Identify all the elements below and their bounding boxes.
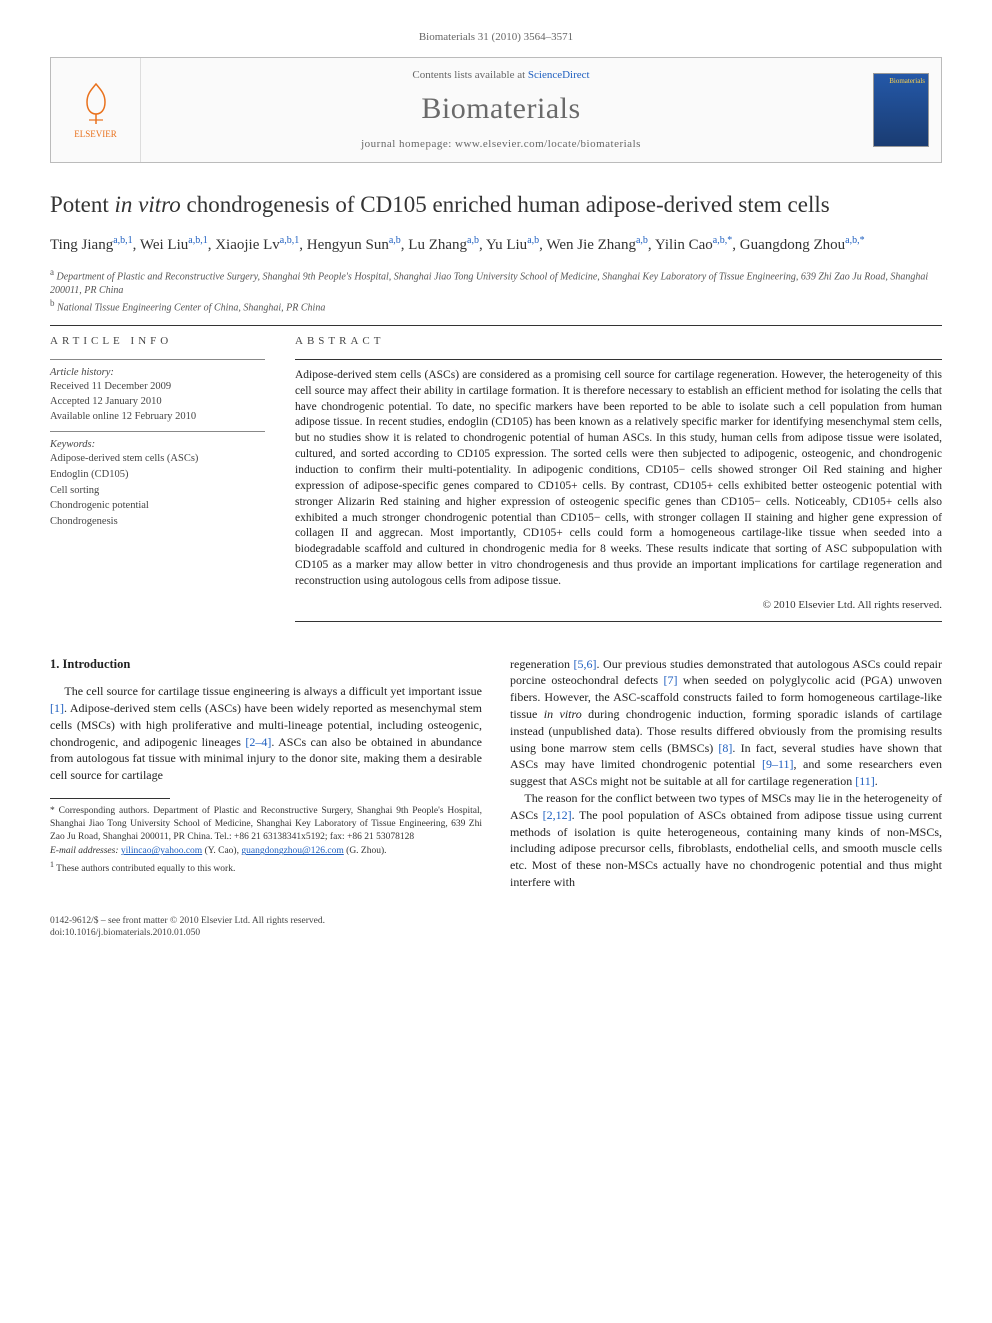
abstract-top-rule [295,359,942,360]
running-head: Biomaterials 31 (2010) 3564–3571 [50,30,942,45]
affiliation-a: a Department of Plastic and Reconstructi… [50,266,942,297]
affil-text: Department of Plastic and Reconstructive… [50,271,928,296]
intro-para-1: The cell source for cartilage tissue eng… [50,683,482,784]
abstract-copyright: © 2010 Elsevier Ltd. All rights reserved… [295,598,942,613]
cover-thumb-cell: Biomaterials [861,58,941,162]
citation-link[interactable]: [11] [855,774,875,788]
history-online: Available online 12 February 2010 [50,410,265,425]
elsevier-logo[interactable]: ELSEVIER [66,75,126,145]
corresponding-footnote: * Corresponding authors. Department of P… [50,805,482,843]
email-link[interactable]: yilincao@yahoo.com [121,846,202,856]
contents-available-line: Contents lists available at ScienceDirec… [149,68,853,83]
journal-name: Biomaterials [149,89,853,130]
divider-rule [50,325,942,326]
article-title: Potent in vitro chondrogenesis of CD105 … [50,191,942,220]
footnote-text: These authors contributed equally to thi… [56,864,235,874]
keyword: Chondrogenic potential [50,499,265,514]
page-footer: 0142-9612/$ – see front matter © 2010 El… [50,915,942,940]
intro-para-2: regeneration [5,6]. Our previous studies… [510,656,942,790]
citation-link[interactable]: [5,6] [574,657,597,671]
email-who: (G. Zhou). [344,846,387,856]
author-list: Ting Jianga,b,1, Wei Liua,b,1, Xiaojie L… [50,234,942,256]
affiliation-b: b National Tissue Engineering Center of … [50,297,942,315]
body-italic: in vitro [544,707,582,721]
email-link[interactable]: guangdongzhou@126.com [241,846,343,856]
history-accepted: Accepted 12 January 2010 [50,395,265,410]
keywords-list: Adipose-derived stem cells (ASCs) Endogl… [50,452,265,529]
keyword: Endoglin (CD105) [50,468,265,483]
body-text: regeneration [510,657,574,671]
elsevier-logo-label: ELSEVIER [74,128,117,140]
affil-marker: b [50,298,55,308]
abstract-text: Adipose-derived stem cells (ASCs) are co… [295,368,942,590]
footnotes-block: * Corresponding authors. Department of P… [50,805,482,876]
abstract-heading: ABSTRACT [295,334,942,349]
citation-link[interactable]: [7] [664,673,678,687]
body-text: . [875,774,878,788]
title-part-pre: Potent [50,192,115,217]
keyword: Cell sorting [50,484,265,499]
article-info-heading: ARTICLE INFO [50,334,265,349]
email-who: (Y. Cao), [202,846,241,856]
citation-link[interactable]: [1] [50,701,64,715]
equal-contrib-footnote: 1 These authors contributed equally to t… [50,860,482,876]
title-part-post: chondrogenesis of CD105 enriched human a… [181,192,830,217]
info-abstract-row: ARTICLE INFO Article history: Received 1… [50,334,942,622]
elsevier-tree-icon [73,80,119,126]
body-text: . The pool population of ASCs obtained f… [510,808,942,889]
history-label: Article history: [50,366,265,381]
article-body: 1. Introduction The cell source for cart… [50,656,942,891]
keyword: Chondrogenesis [50,515,265,530]
journal-homepage-line: journal homepage: www.elsevier.com/locat… [149,137,853,152]
citation-link[interactable]: [2–4] [245,735,271,749]
journal-masthead: ELSEVIER Contents lists available at Sci… [50,57,942,163]
keyword: Adipose-derived stem cells (ASCs) [50,452,265,467]
sciencedirect-link[interactable]: ScienceDirect [528,69,590,81]
abstract-bottom-rule [295,621,942,622]
citation-link[interactable]: [8] [718,741,732,755]
citation-link[interactable]: [9–11] [762,757,794,771]
affil-marker: a [50,267,54,277]
footnote-divider [50,798,170,799]
contents-prefix: Contents lists available at [412,69,527,81]
abstract-column: ABSTRACT Adipose-derived stem cells (ASC… [295,334,942,622]
affiliations: a Department of Plastic and Reconstructi… [50,266,942,315]
footer-line-2: doi:10.1016/j.biomaterials.2010.01.050 [50,927,942,939]
email-label: E-mail addresses: [50,846,119,856]
journal-cover-thumb[interactable]: Biomaterials [873,73,929,147]
body-text: The cell source for cartilage tissue eng… [64,684,482,698]
intro-heading: 1. Introduction [50,656,482,674]
keywords-label: Keywords: [50,438,265,453]
footer-line-1: 0142-9612/$ – see front matter © 2010 El… [50,915,942,927]
citation-link[interactable]: [2,12] [543,808,572,822]
publisher-logo-cell: ELSEVIER [51,58,141,162]
title-part-italic: in vitro [115,192,181,217]
intro-para-3: The reason for the conflict between two … [510,790,942,891]
masthead-center: Contents lists available at ScienceDirec… [141,58,861,162]
cover-thumb-label: Biomaterials [889,77,925,86]
history-received: Received 11 December 2009 [50,380,265,395]
email-footnote: E-mail addresses: yilincao@yahoo.com (Y.… [50,845,482,858]
affil-text: National Tissue Engineering Center of Ch… [57,302,325,313]
article-info-block: Article history: Received 11 December 20… [50,359,265,530]
article-info-column: ARTICLE INFO Article history: Received 1… [50,334,265,622]
